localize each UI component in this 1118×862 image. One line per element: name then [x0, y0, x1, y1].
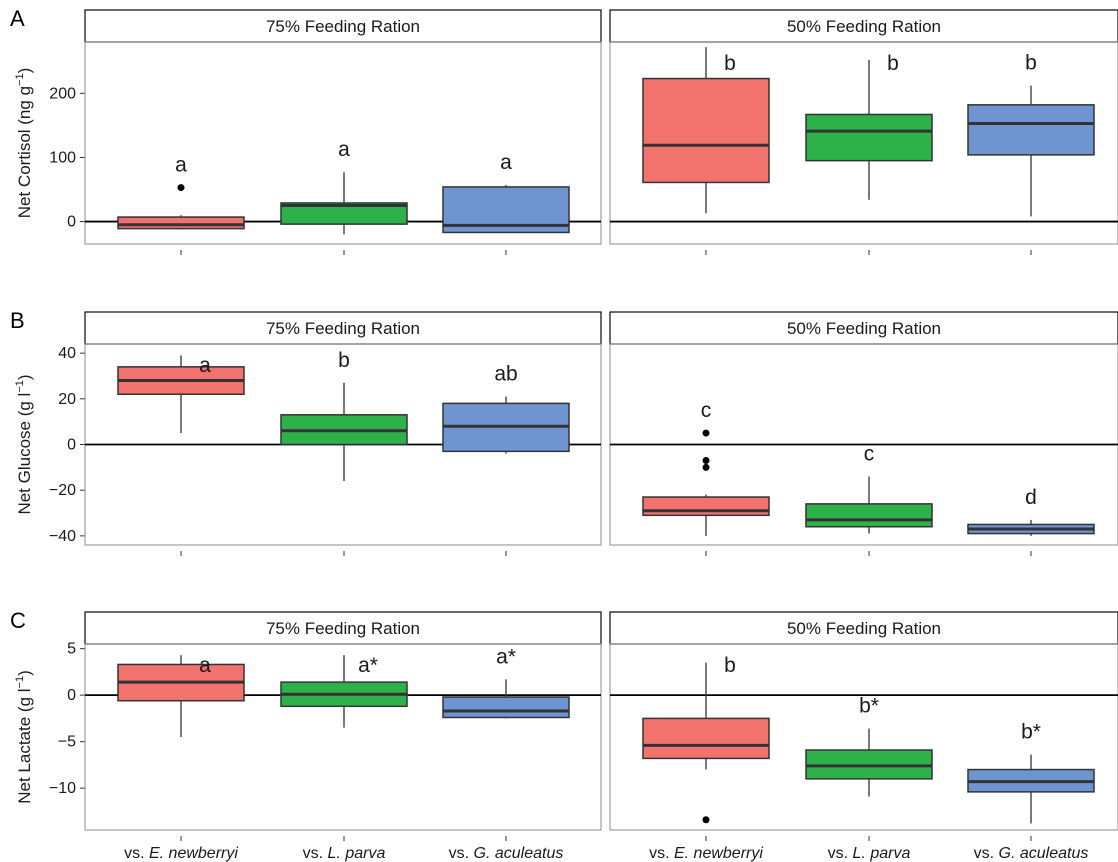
y-tick-label: 0	[67, 687, 76, 704]
box	[642, 496, 770, 517]
x-category-label: vs. L. parva	[828, 845, 911, 862]
box	[805, 503, 933, 528]
facet-strip	[609, 9, 1118, 43]
significance-label: d	[1025, 486, 1037, 509]
panel-border	[609, 41, 1118, 245]
box	[967, 104, 1095, 156]
y-axis-label: Net Lactate (g l−1)	[14, 670, 34, 804]
significance-label: a	[175, 154, 187, 177]
facet-title: 50% Feeding Ration	[787, 319, 941, 338]
facet-strip	[84, 611, 602, 645]
y-axis-label: Net Glucose (g l−1)	[14, 374, 34, 514]
box	[117, 216, 245, 230]
x-category-label: vs. L. parva	[303, 845, 386, 862]
y-tick-label: 5	[67, 641, 76, 658]
x-category-label: vs. G. aculeatus	[974, 845, 1089, 862]
outlier-point	[702, 456, 710, 464]
facet-title: 75% Feeding Ration	[266, 619, 420, 638]
y-tick-label: −40	[49, 528, 76, 545]
x-category-label: vs. G. aculeatus	[449, 845, 564, 862]
facet-title: 75% Feeding Ration	[266, 319, 420, 338]
box	[280, 202, 408, 225]
outlier-point	[177, 184, 185, 192]
y-axis-label: Net Cortisol (ng g−1)	[14, 68, 34, 219]
significance-label: a	[500, 151, 512, 174]
facet-title: 75% Feeding Ration	[266, 17, 420, 36]
significance-label: a	[199, 654, 211, 677]
panel-border	[84, 41, 602, 245]
box	[642, 717, 770, 760]
y-tick-label: −5	[58, 734, 76, 751]
facet-title: 50% Feeding Ration	[787, 17, 941, 36]
outlier-point	[702, 816, 710, 824]
y-tick-label: 0	[67, 437, 76, 454]
facet-strip	[84, 9, 602, 43]
outlier-point	[702, 463, 710, 471]
outlier-point	[702, 429, 710, 437]
y-tick-label: 200	[49, 85, 76, 102]
significance-label: b*	[1021, 721, 1041, 744]
panel-letter-A: A	[10, 6, 25, 31]
y-tick-label: 0	[67, 214, 76, 231]
significance-label: b	[887, 52, 899, 75]
significance-label: ab	[494, 363, 517, 386]
significance-label: c	[864, 442, 875, 465]
significance-label: c	[701, 399, 712, 422]
significance-label: b	[1025, 52, 1037, 75]
y-tick-label: −20	[49, 482, 76, 499]
box	[642, 77, 770, 184]
x-category-label: vs. E. newberryi	[649, 845, 763, 862]
panel-border	[84, 643, 602, 831]
y-tick-label: 100	[49, 149, 76, 166]
significance-label: b	[724, 654, 736, 677]
significance-label: b	[724, 52, 736, 75]
significance-label: a*	[496, 645, 516, 668]
panel-border	[609, 643, 1118, 831]
y-tick-label: −10	[49, 780, 76, 797]
x-category-label: vs. E. newberryi	[124, 845, 238, 862]
y-tick-label: 40	[58, 345, 76, 362]
significance-label: a	[338, 138, 350, 161]
panel-letter-B: B	[10, 308, 25, 333]
facet-title: 50% Feeding Ration	[787, 619, 941, 638]
significance-label: b*	[859, 695, 879, 718]
significance-label: a	[199, 354, 211, 377]
significance-label: b	[338, 349, 350, 372]
y-tick-label: 20	[58, 391, 76, 408]
significance-label: a*	[358, 654, 378, 677]
box	[805, 113, 933, 162]
panel-letter-C: C	[10, 608, 26, 633]
box	[442, 696, 570, 719]
